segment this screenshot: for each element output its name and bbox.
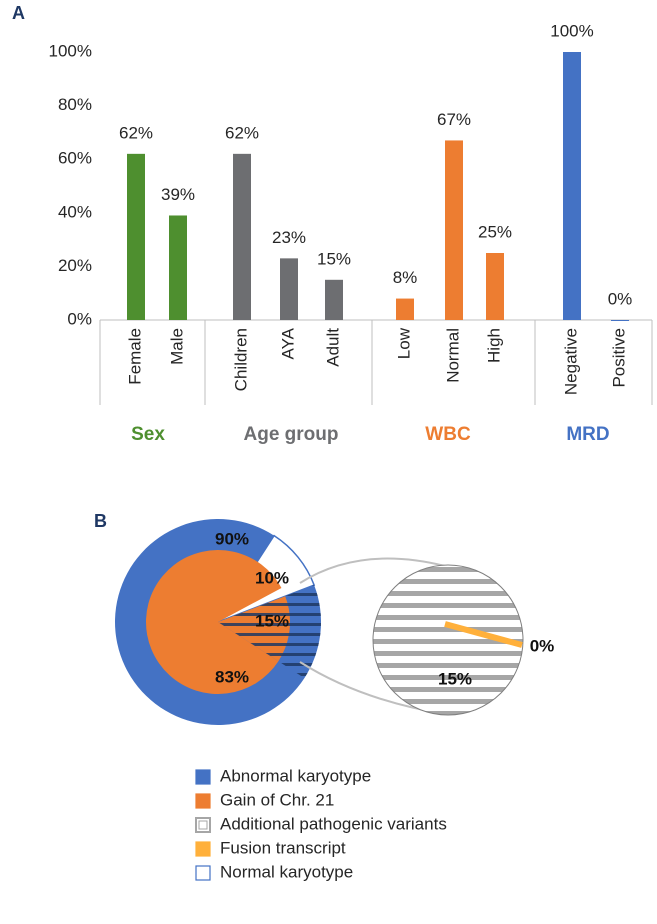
data-label: 15% [438,669,472,688]
bar [563,52,581,320]
x-tick-label: Male [167,328,186,365]
y-tick-label: 100% [49,41,92,60]
data-label: 10% [255,568,289,587]
legend-marker [195,817,211,833]
bar [486,253,504,320]
connector [299,557,446,584]
panel-label: A [12,3,25,23]
panel-label: B [94,511,107,531]
data-label: 23% [272,228,306,247]
detail-slice [372,564,524,716]
legend-marker-inner [198,820,208,830]
data-label: 83% [215,667,249,686]
data-label: 15% [255,611,289,630]
legend-marker [195,793,211,809]
legend-marker [195,769,211,785]
data-label: 15% [317,249,351,268]
bar [445,140,463,320]
data-label: 62% [119,123,153,142]
legend-marker [195,841,211,857]
x-tick-label: AYA [278,327,297,359]
data-label: 100% [550,21,593,40]
x-tick-label: Adult [323,328,342,367]
bar [127,153,145,320]
group-label: MRD [566,424,609,445]
legend-label: Normal karyotype [220,862,353,881]
detail-slice [444,621,523,648]
y-tick-label: 20% [58,256,92,275]
group-label: Sex [131,424,165,445]
legend-marker [195,865,211,881]
x-tick-label: Normal [443,328,462,383]
data-label: 0% [530,636,555,655]
x-tick-label: Children [231,328,250,391]
data-label: 67% [437,110,471,129]
y-tick-label: 40% [58,202,92,221]
group-label: Age group [244,424,339,445]
group-label: WBC [425,424,471,445]
pie-slice [146,549,282,694]
bar [325,279,343,320]
y-tick-label: 60% [58,149,92,168]
legend-label: Gain of Chr. 21 [220,790,334,809]
data-label: 90% [215,529,249,548]
data-label: 0% [608,289,633,308]
legend-label: Fusion transcript [220,838,346,857]
data-label: 25% [478,222,512,241]
x-tick-label: Positive [609,328,628,388]
y-tick-label: 0% [67,309,92,328]
x-tick-label: Negative [561,328,580,395]
bar [280,258,298,320]
y-tick-label: 80% [58,95,92,114]
x-tick-label: High [484,328,503,363]
data-label: 39% [161,185,195,204]
bar [169,215,187,320]
legend-label: Additional pathogenic variants [220,814,447,833]
pie-slice [218,585,322,679]
data-label: 62% [225,123,259,142]
bar [611,320,629,321]
x-tick-label: Female [125,328,144,385]
bar [396,298,414,320]
bar [233,153,251,320]
x-tick-label: Low [394,327,413,359]
data-label: 8% [393,268,418,287]
legend-label: Abnormal karyotype [220,766,371,785]
